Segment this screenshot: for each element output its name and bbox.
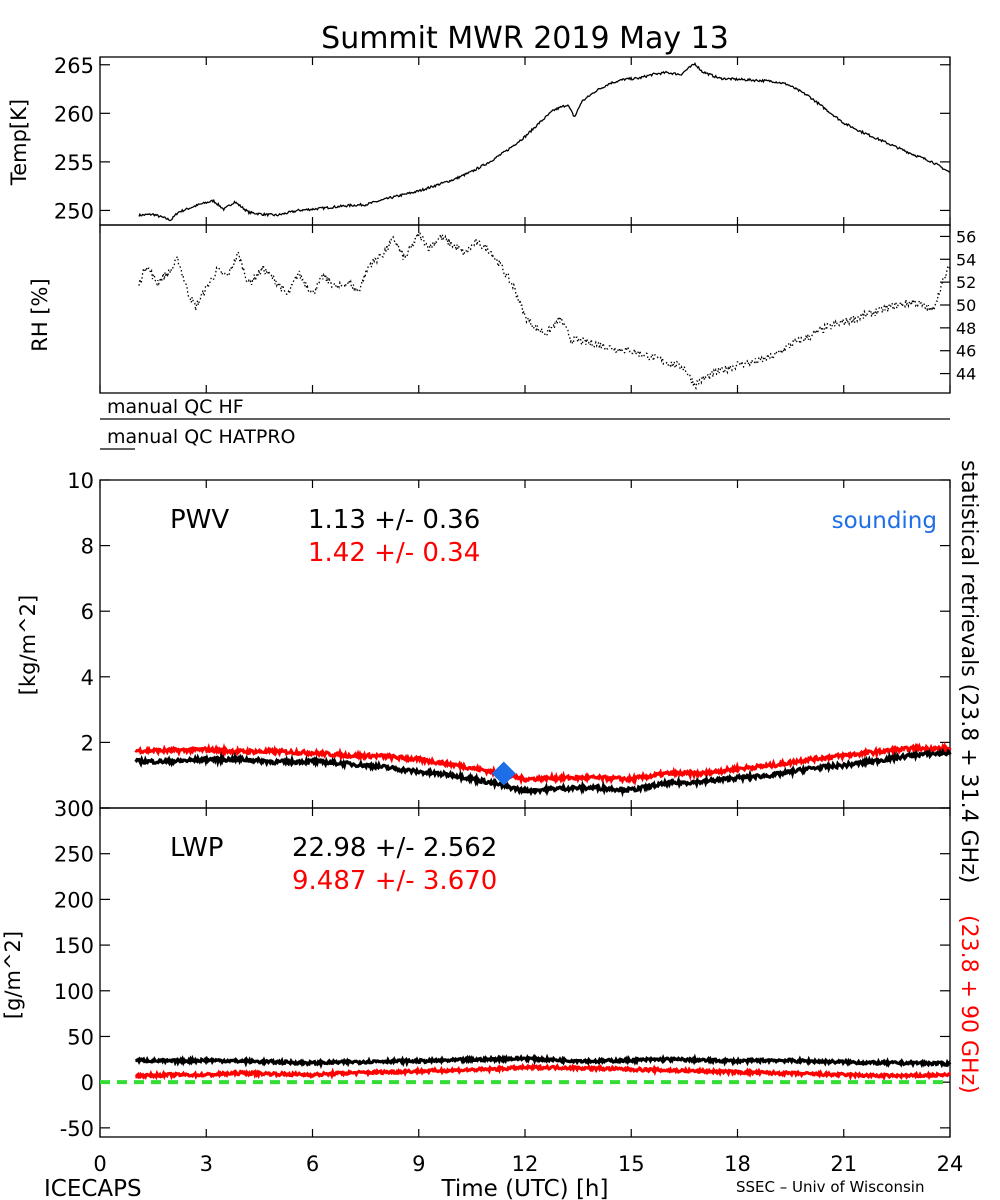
temp-ytick-label: 260	[54, 102, 94, 126]
temp-panel: 250 255 260 265 Temp[K]	[7, 54, 951, 226]
rh-panel: 44 46 48 50 52 54 56 RH [%]	[28, 224, 976, 394]
footer-right: SSEC – Univ of Wisconsin	[736, 1178, 924, 1196]
temp-ytick-label: 255	[54, 151, 94, 175]
temp-series-black	[138, 62, 950, 222]
x-tick-label: 6	[306, 1152, 319, 1176]
temp-ytick-label: 265	[54, 54, 94, 78]
temp-frame	[99, 56, 951, 226]
lwp-ytick-label: -50	[60, 1117, 94, 1141]
lwp-series-black	[135, 1053, 952, 1070]
qc-hf-label: manual QC HF	[107, 396, 244, 418]
x-tick-label: 0	[93, 1152, 106, 1176]
rh-ytick-label: 54	[956, 250, 976, 269]
lwp-ytick-label: 100	[54, 980, 94, 1004]
x-tick-label: 21	[830, 1152, 857, 1176]
pwv-series-black	[134, 747, 952, 798]
rh-frame	[99, 224, 951, 394]
lwp-frame	[99, 807, 951, 1138]
x-tick-label: 18	[724, 1152, 751, 1176]
x-tick-label: 12	[512, 1152, 539, 1176]
rh-ytick-label: 48	[956, 319, 976, 338]
lwp-ylabel: [g/m^2]	[1, 931, 25, 1019]
lwp-ytick-label: 250	[54, 843, 94, 867]
lwp-label: LWP	[170, 833, 224, 863]
temp-ylabel: Temp[K]	[7, 99, 31, 186]
x-axis-label: Time (UTC) [h]	[441, 1176, 609, 1200]
rh-ytick-label: 52	[956, 273, 976, 292]
temp-ytick-label: 250	[54, 199, 94, 223]
side-label-black: statistical retrievals (23.8 + 31.4 GHz)	[956, 460, 981, 883]
footer-left: ICECAPS	[44, 1176, 142, 1200]
rh-ytick-label: 46	[956, 342, 976, 361]
lwp-ytick-label: 150	[54, 934, 94, 958]
sounding-label: sounding	[832, 508, 937, 534]
lwp-series-red	[134, 1062, 952, 1082]
rh-ytick-label: 56	[956, 227, 976, 246]
x-tick-label: 3	[200, 1152, 213, 1176]
pwv-ytick-label: 4	[81, 666, 94, 690]
x-tick-label: 9	[412, 1152, 425, 1176]
pwv-ytick-label: 0	[81, 797, 94, 821]
pwv-stat-red: 1.42 +/- 0.34	[308, 538, 480, 568]
rh-ytick-label: 50	[956, 296, 976, 315]
pwv-ylabel: [kg/m^2]	[16, 595, 40, 695]
pwv-panel: 0 2 4 6 8 10 [kg/m^2] PWV 1.13 +/- 0.361.42 +/- …	[16, 469, 952, 821]
lwp-ytick-label: 200	[54, 888, 94, 912]
pwv-ytick-label: 10	[67, 469, 94, 493]
rh-series-black	[138, 230, 951, 391]
lwp-stat-black: 22.98 +/- 2.562	[292, 833, 497, 863]
lwp-ytick-label: 300	[54, 797, 94, 821]
pwv-label: PWV	[170, 505, 229, 535]
side-label-red: (23.8 + 90 GHz)	[956, 915, 981, 1094]
x-tick-label: 24	[937, 1152, 964, 1176]
pwv-series-red	[134, 741, 952, 787]
lwp-stat-red: 9.487 +/- 3.670	[292, 866, 497, 896]
pwv-ytick-label: 6	[81, 600, 94, 624]
x-tick-label: 15	[618, 1152, 645, 1176]
chart-title: Summit MWR 2019 May 13	[321, 21, 729, 56]
lwp-ytick-label: 50	[67, 1025, 94, 1049]
pwv-ytick-label: 8	[81, 535, 94, 559]
pwv-ytick-label: 2	[81, 731, 94, 755]
rh-ytick-label: 44	[956, 365, 976, 384]
rh-ylabel: RH [%]	[28, 278, 52, 351]
pwv-stat-black: 1.13 +/- 0.36	[308, 505, 480, 535]
sounding-marker	[491, 761, 516, 786]
qc-hatpro-label: manual QC HATPRO	[107, 426, 296, 448]
lwp-ytick-label: 0	[81, 1071, 94, 1095]
